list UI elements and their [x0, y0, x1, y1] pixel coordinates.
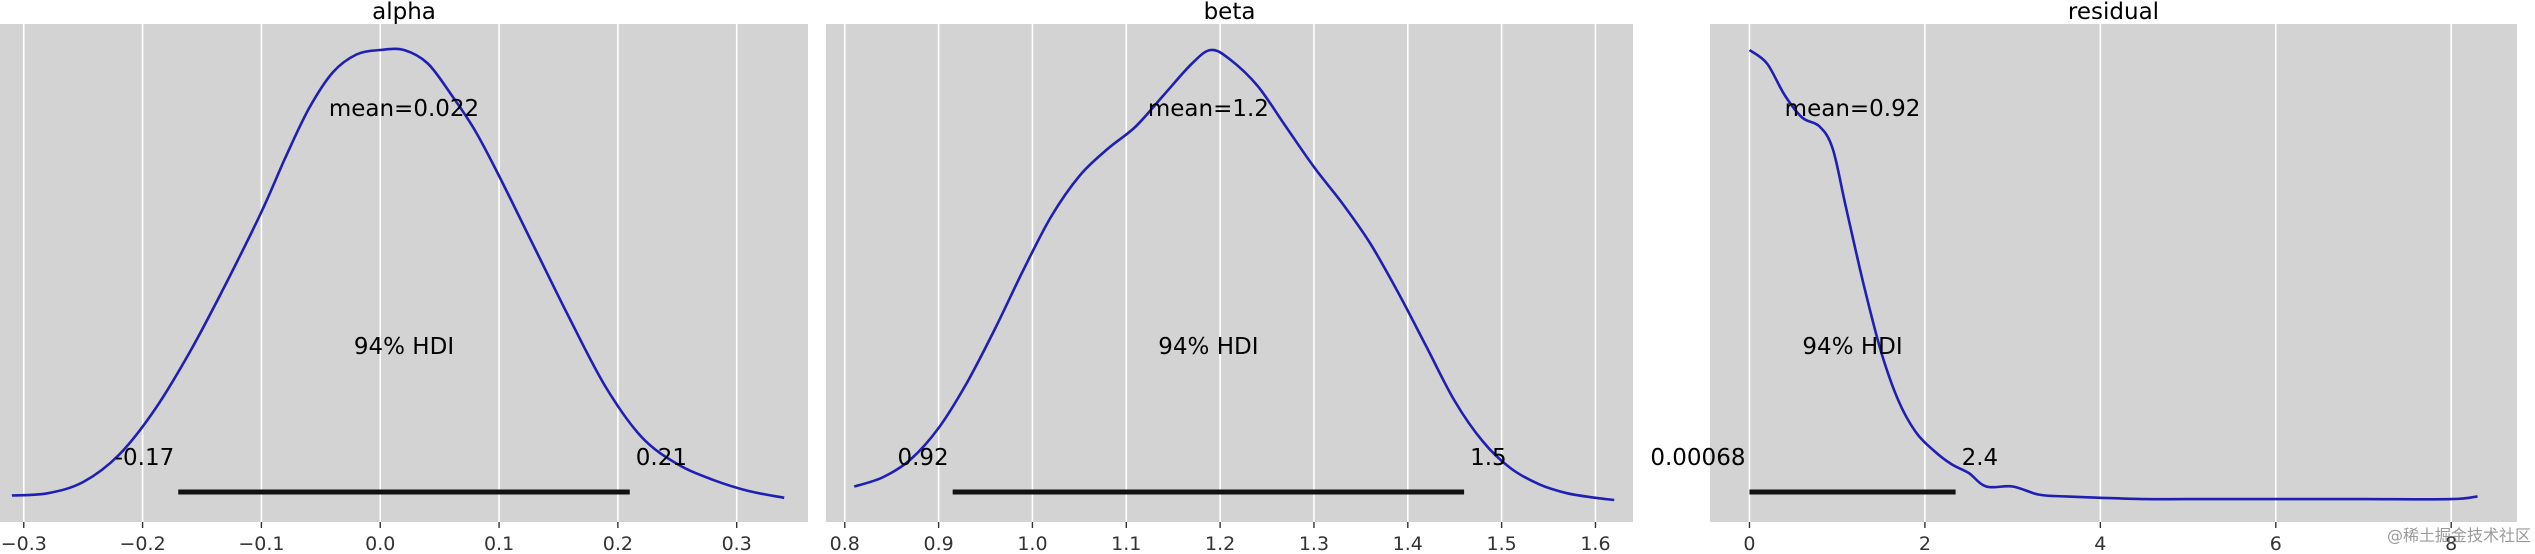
x-tick-label: −0.2 [120, 533, 166, 554]
x-tick-label: 1.2 [1205, 533, 1235, 554]
hdi-high-label: 0.21 [636, 445, 687, 471]
hdi-high-label: 2.4 [1962, 445, 1999, 471]
plot-area [826, 24, 1633, 522]
kde-line [1748, 48, 2478, 501]
plot-area [1710, 24, 2517, 522]
hdi-label: 94% HDI [354, 334, 454, 360]
hdi-low-label: 0.00068 [1650, 445, 1745, 471]
x-tick-label: −0.3 [1, 533, 47, 554]
mean-label: mean=1.2 [1148, 96, 1269, 122]
x-tick-label: 1.4 [1393, 533, 1423, 554]
x-tick-label: 1.3 [1299, 533, 1329, 554]
x-tick-label: 0.1 [484, 533, 514, 554]
panel-title: alpha [372, 0, 436, 25]
panel-beta: 0.8 0.9 1.0 1.1 1.2 1.3 1.4 1.5 1.6 beta mean=1.2 9… [826, 0, 1633, 554]
x-tick-label: 1.1 [1111, 533, 1141, 554]
panel-alpha: −0.3 −0.2 −0.1 0.0 0.1 0.2 0.3 alpha mean=0.022 9… [0, 0, 808, 554]
panel-title: residual [2068, 0, 2159, 25]
hdi-low-label: 0.92 [897, 445, 948, 471]
panel-residual: 0 2 4 6 8 residual mean=0.92 94% HDI 0.00068 2.4 [1650, 0, 2517, 554]
kde-line [853, 48, 1615, 502]
x-tick-label: 6 [2270, 533, 2282, 554]
x-tick-label: 2 [1919, 533, 1931, 554]
watermark: @稀土掘金技术社区 [2386, 526, 2531, 545]
x-tick-label: 8 [2445, 533, 2457, 554]
hdi-high-label: 1.5 [1470, 445, 1507, 471]
x-tick-label: 0.9 [923, 533, 953, 554]
hdi-low-label: -0.17 [115, 445, 175, 471]
x-tick-label: 1.5 [1487, 533, 1517, 554]
x-tick-label: 0.8 [830, 533, 860, 554]
kde-line [11, 47, 785, 500]
x-tick-label: 0.2 [603, 533, 633, 554]
x-tick-label: 4 [2094, 533, 2106, 554]
x-tick-label: 0.0 [365, 533, 395, 554]
x-tick-label: 1.6 [1580, 533, 1610, 554]
hdi-label: 94% HDI [1802, 334, 1902, 360]
x-tick-label: 0 [1743, 533, 1755, 554]
x-tick-label: 0.3 [722, 533, 752, 554]
panel-title: beta [1204, 0, 1256, 25]
mean-label: mean=0.92 [1785, 96, 1921, 122]
x-tick-label: −0.1 [238, 533, 284, 554]
x-tick-label: 1.0 [1017, 533, 1047, 554]
hdi-label: 94% HDI [1158, 334, 1258, 360]
mean-label: mean=0.022 [329, 96, 479, 122]
